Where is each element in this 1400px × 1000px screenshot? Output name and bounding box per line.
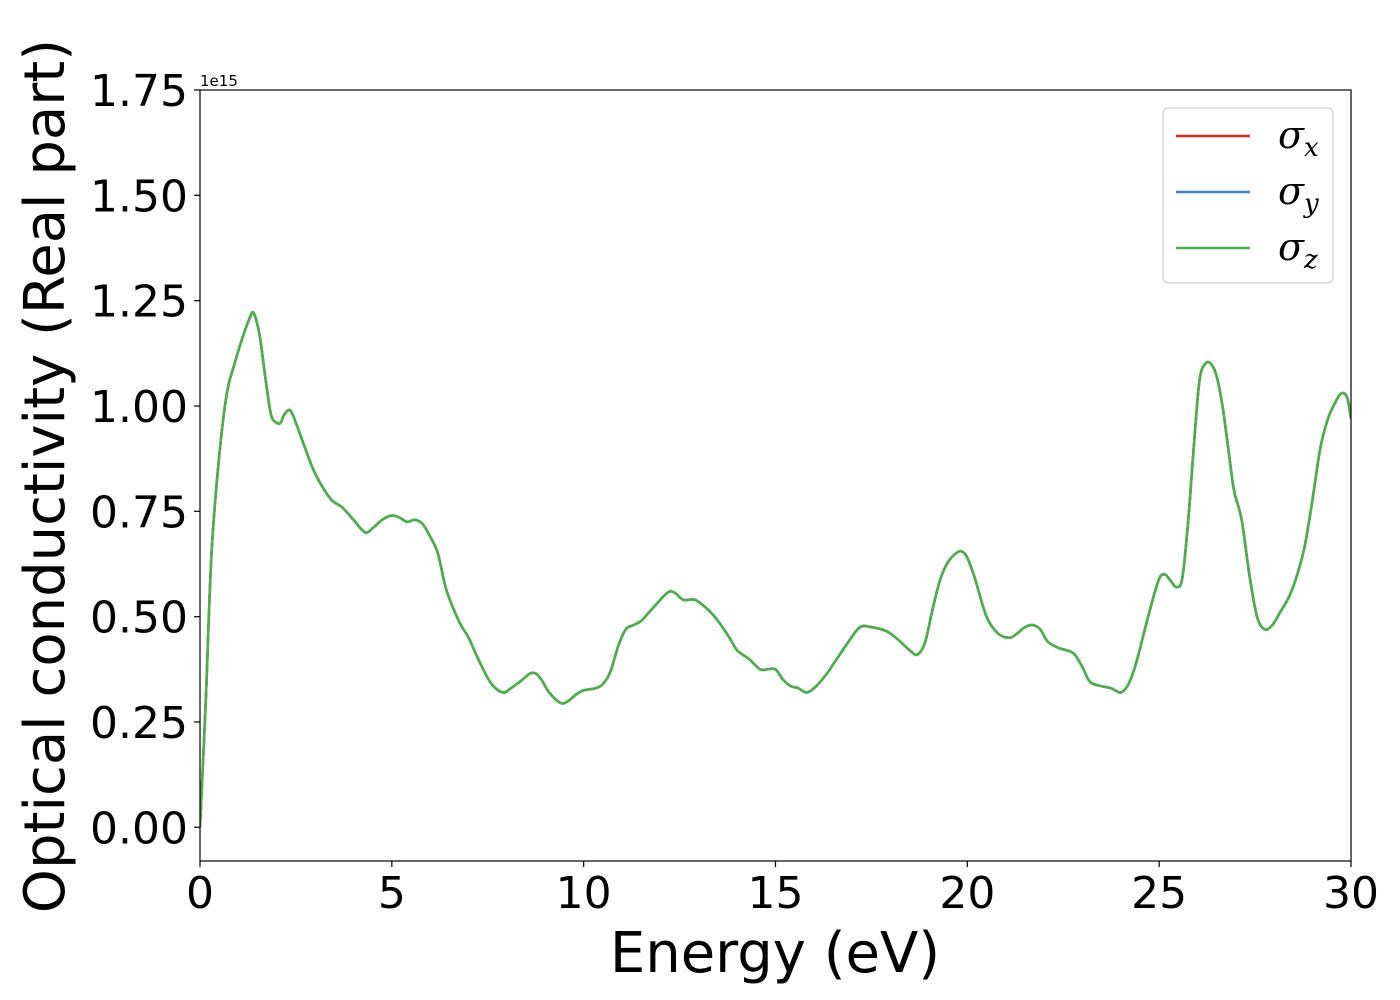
legend-label-z: σz <box>1278 225 1318 275</box>
series-line-z <box>200 310 1351 828</box>
y-tick-label: 1.25 <box>90 277 188 328</box>
x-tick-label: 5 <box>378 868 406 919</box>
y-axis: 0.00 0.25 0.50 0.75 1.00 1.25 1.50 1.75 <box>90 66 200 854</box>
y-offset-label: 1e15 <box>200 72 238 90</box>
y-tick-label: 0.50 <box>90 593 188 644</box>
legend-label-x: σx <box>1278 113 1319 163</box>
x-axis-title: Energy (eV) <box>610 921 940 986</box>
y-tick-label: 1.75 <box>90 66 188 117</box>
legend: σx σy σz <box>1162 107 1334 284</box>
x-axis: 0 5 10 15 20 25 30 <box>186 861 1379 919</box>
y-tick-label: 0.75 <box>90 487 188 538</box>
x-tick-label: 0 <box>186 868 214 919</box>
y-tick-label: 0.25 <box>90 698 188 749</box>
series-line-y <box>200 310 1351 828</box>
x-tick-label: 25 <box>1131 868 1187 919</box>
x-tick-label: 30 <box>1323 868 1379 919</box>
x-tick-label: 15 <box>748 868 804 919</box>
x-tick-label: 10 <box>556 868 612 919</box>
plot-area <box>200 310 1351 828</box>
legend-box <box>1162 107 1334 284</box>
y-tick-label: 1.00 <box>90 382 188 433</box>
y-axis-title: Optical conductivity (Real part) <box>13 39 78 913</box>
x-tick-label: 20 <box>939 868 995 919</box>
y-tick-label: 1.50 <box>90 171 188 222</box>
y-tick-label: 0.00 <box>90 803 188 854</box>
series-line-x <box>200 310 1351 828</box>
legend-label-y: σy <box>1278 169 1319 219</box>
